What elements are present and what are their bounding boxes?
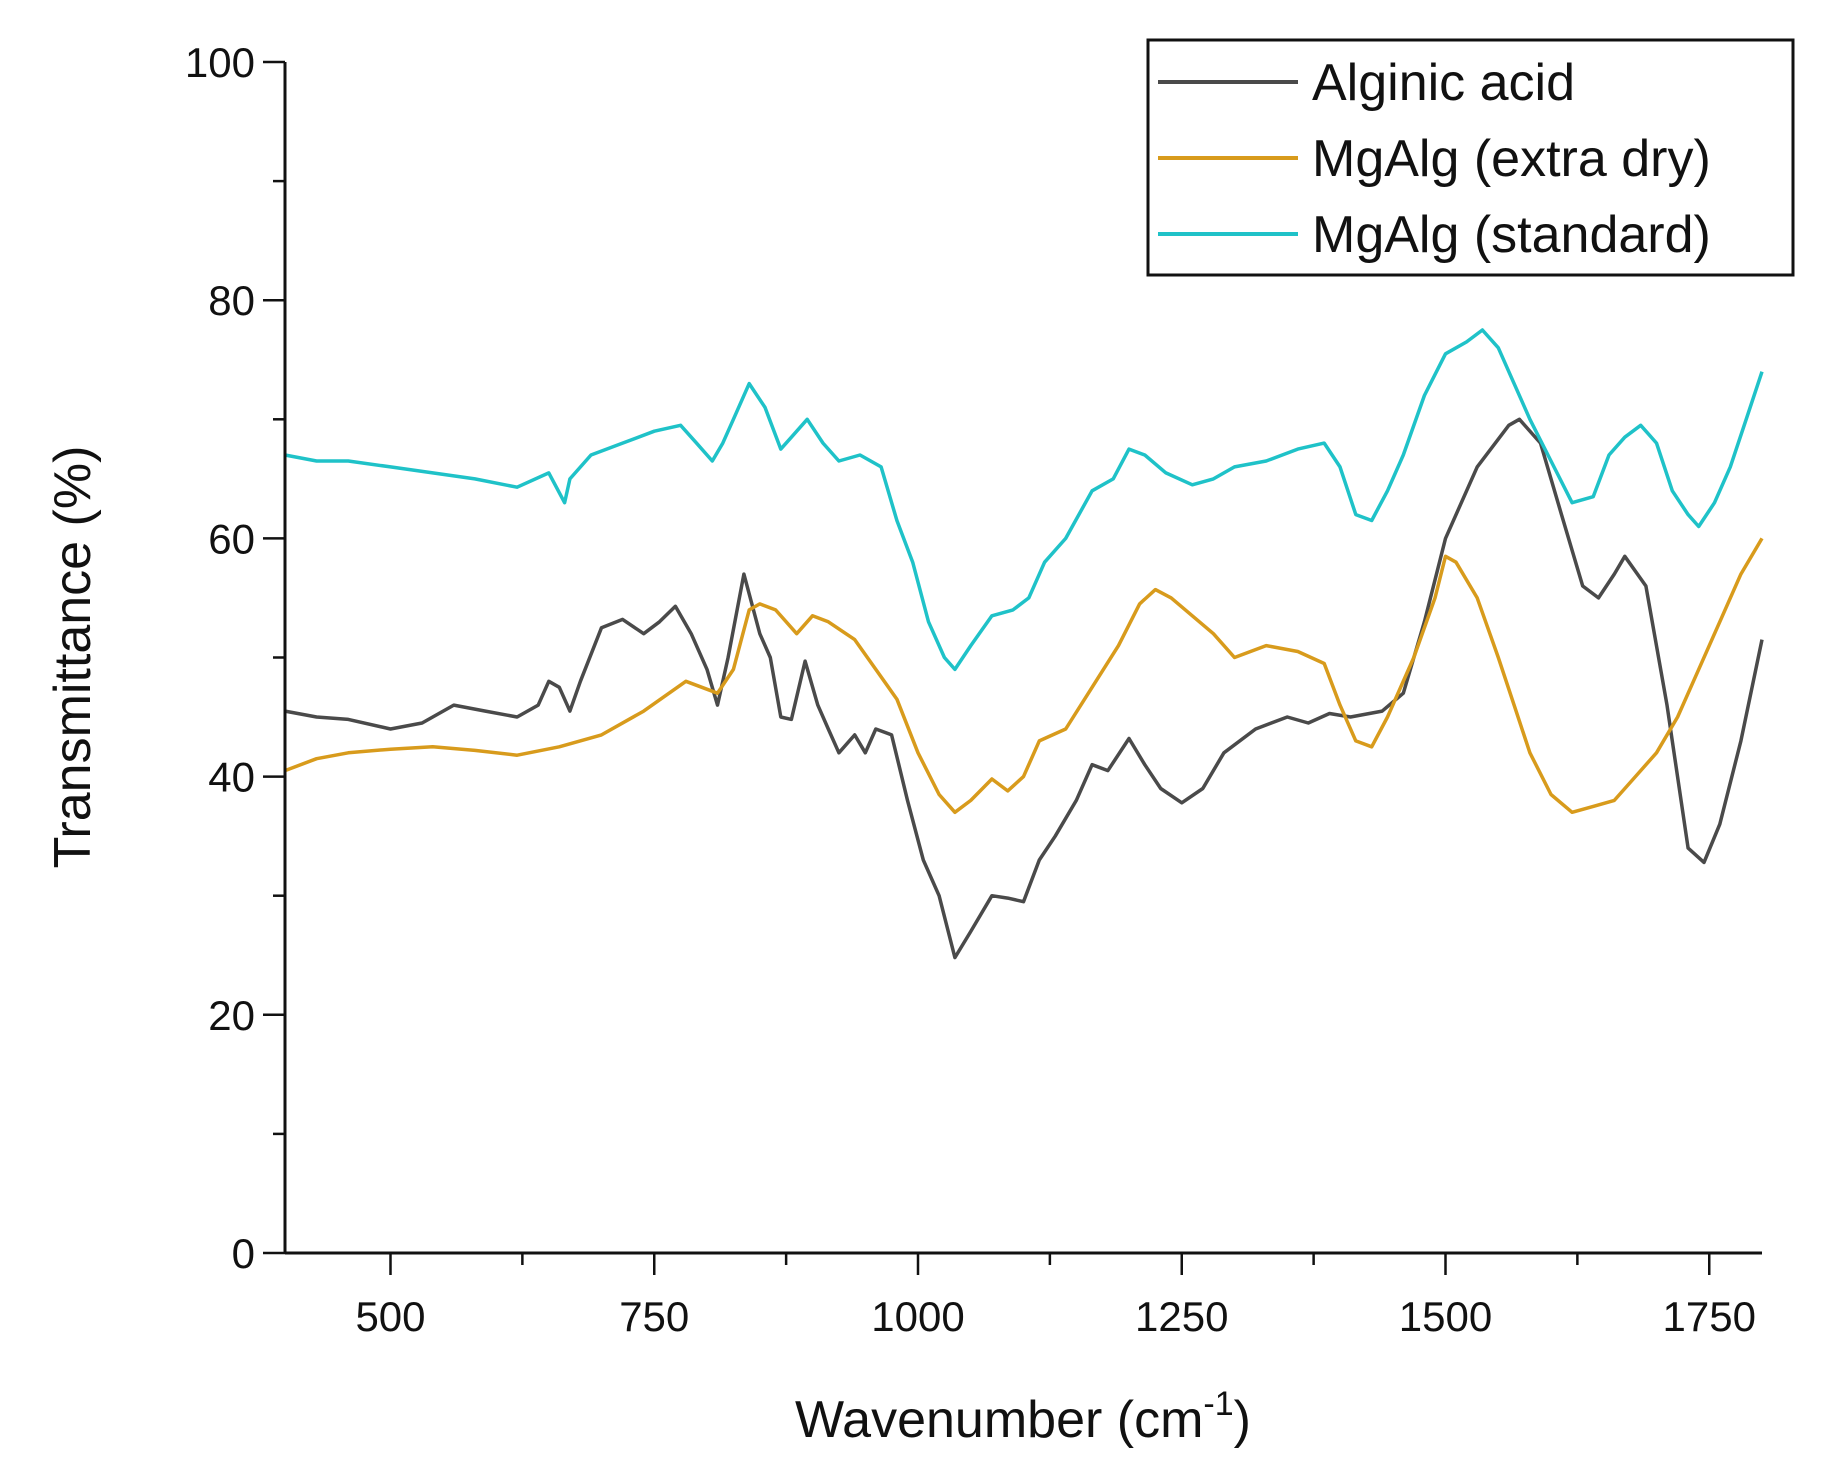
legend-label-2: MgAlg (extra dry) bbox=[1312, 130, 1711, 188]
y-tick-label: 0 bbox=[232, 1230, 255, 1277]
y-axis-title: Transmittance (%) bbox=[44, 446, 102, 869]
y-tick-label: 40 bbox=[208, 754, 255, 801]
series-line-2 bbox=[284, 537, 1764, 815]
x-tick-label: 1500 bbox=[1399, 1293, 1492, 1340]
y-ticks: 0 20 40 60 80 100 bbox=[185, 39, 285, 1277]
x-axis-title: Wavenumber (cm-1) bbox=[795, 1385, 1251, 1449]
x-ticks: 500 750 1000 1250 1500 1750 bbox=[355, 1253, 1756, 1340]
plot-lines bbox=[284, 328, 1764, 960]
x-tick-label: 500 bbox=[355, 1293, 425, 1340]
series-line-1 bbox=[284, 417, 1764, 960]
legend-label-1: Alginic acid bbox=[1312, 54, 1575, 112]
x-tick-label: 750 bbox=[619, 1293, 689, 1340]
legend: Alginic acid MgAlg (extra dry) MgAlg (stan… bbox=[1146, 38, 1795, 277]
x-tick-label: 1000 bbox=[871, 1293, 964, 1340]
y-tick-label: 20 bbox=[208, 992, 255, 1039]
y-tick-label: 60 bbox=[208, 515, 255, 562]
y-tick-label: 80 bbox=[208, 277, 255, 324]
x-tick-label: 1250 bbox=[1135, 1293, 1228, 1340]
x-axis-title-superscript: -1 bbox=[1203, 1385, 1233, 1423]
series-line-3 bbox=[284, 328, 1764, 672]
x-tick-label: 1750 bbox=[1663, 1293, 1756, 1340]
y-tick-label: 100 bbox=[185, 39, 255, 86]
legend-label-3: MgAlg (standard) bbox=[1312, 206, 1711, 264]
